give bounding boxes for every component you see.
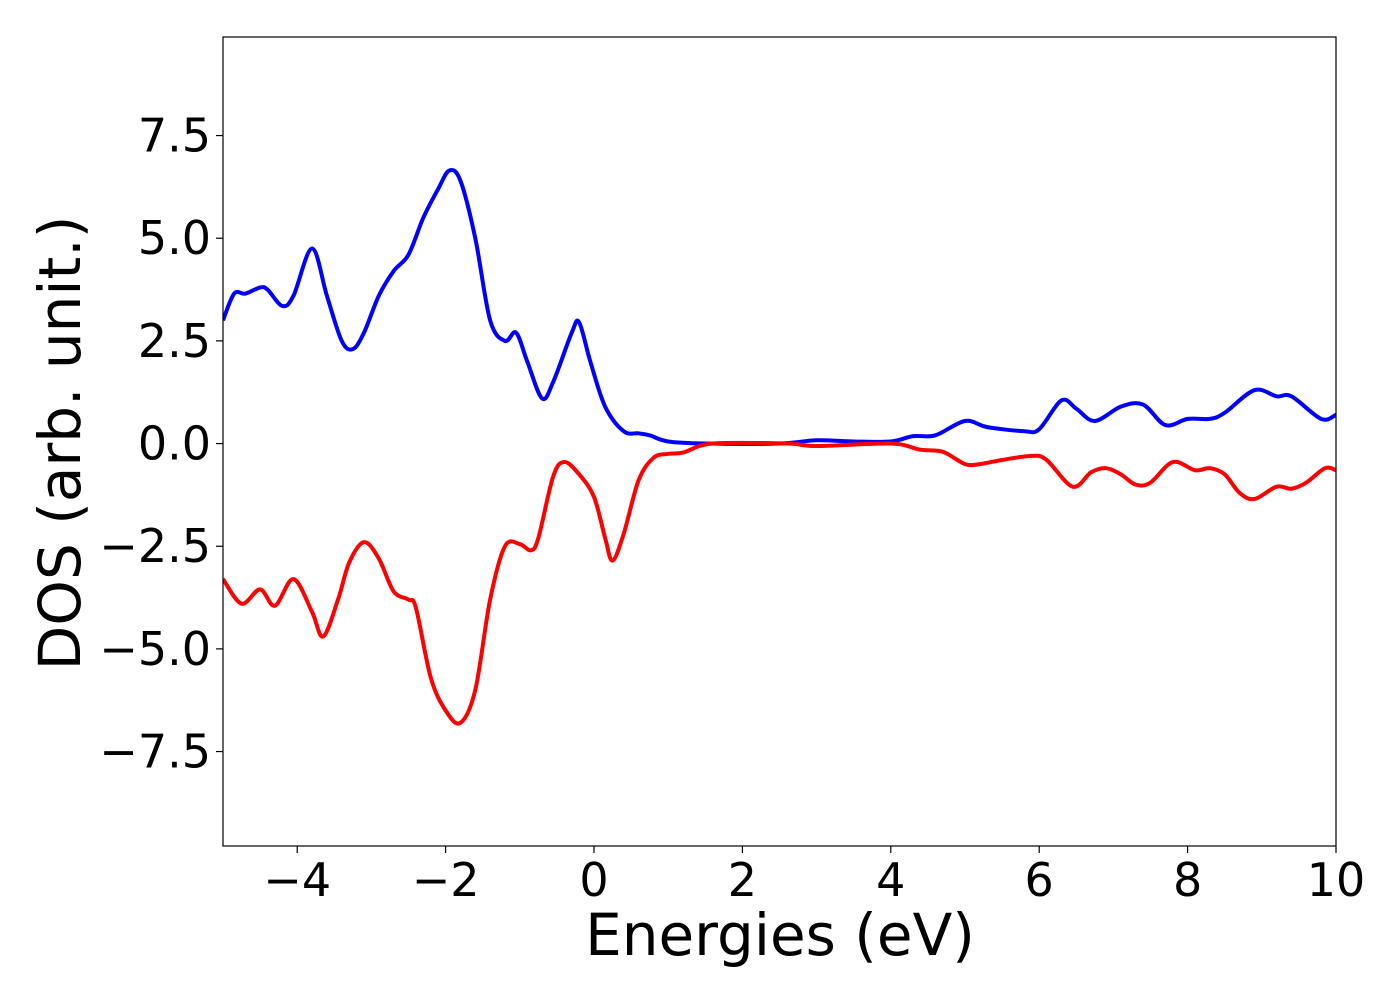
- y-tick-label: −5.0: [99, 622, 211, 676]
- x-tick-label: 0: [579, 853, 608, 907]
- x-tick-label: 6: [1025, 853, 1054, 907]
- x-tick-label: −4: [263, 853, 331, 907]
- y-tick-label: −2.5: [99, 519, 211, 573]
- plot-frame: [222, 36, 1337, 847]
- x-tick-label: 4: [876, 853, 905, 907]
- y-tick-label: 5.0: [138, 211, 211, 265]
- y-tick-label: 0.0: [138, 417, 211, 471]
- y-tick-label: 2.5: [138, 314, 211, 368]
- x-tick-label: −2: [412, 853, 480, 907]
- line-series: [223, 440, 1336, 726]
- x-tick-label: 10: [1307, 853, 1366, 907]
- x-tick-label: 2: [728, 853, 757, 907]
- line-series: [223, 167, 1336, 446]
- y-axis-label: DOS (arb. unit.): [26, 216, 94, 671]
- x-axis-label: Energies (eV): [585, 901, 975, 969]
- x-tick-label: 8: [1173, 853, 1202, 907]
- y-tick-label: 7.5: [138, 109, 211, 163]
- y-tick-label: −7.5: [99, 725, 211, 779]
